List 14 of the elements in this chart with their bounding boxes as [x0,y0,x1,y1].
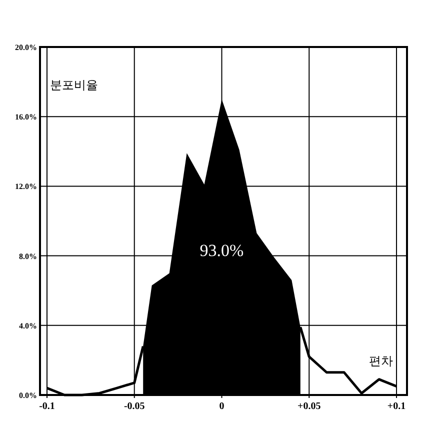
y-tick-label: 16.0% [15,112,37,122]
x-tick-label: +0.05 [298,401,321,412]
y-tick-label: 20.0% [15,43,37,52]
y-axis-title: 분포비율 [50,78,98,92]
y-tick-label: 0.0% [19,391,37,400]
x-axis-title: 편차 [369,354,393,368]
x-tick-label: 0 [219,401,224,412]
y-tick-label: 12.0% [15,182,37,192]
y-tick-label: 8.0% [19,252,37,261]
x-tick-label: +0.1 [387,401,406,412]
x-tick-label: -0.05 [124,401,145,412]
x-tick-label: -0.1 [39,401,55,412]
y-tick-label: 4.0% [19,321,37,330]
annotation: 93.0% [200,240,244,260]
